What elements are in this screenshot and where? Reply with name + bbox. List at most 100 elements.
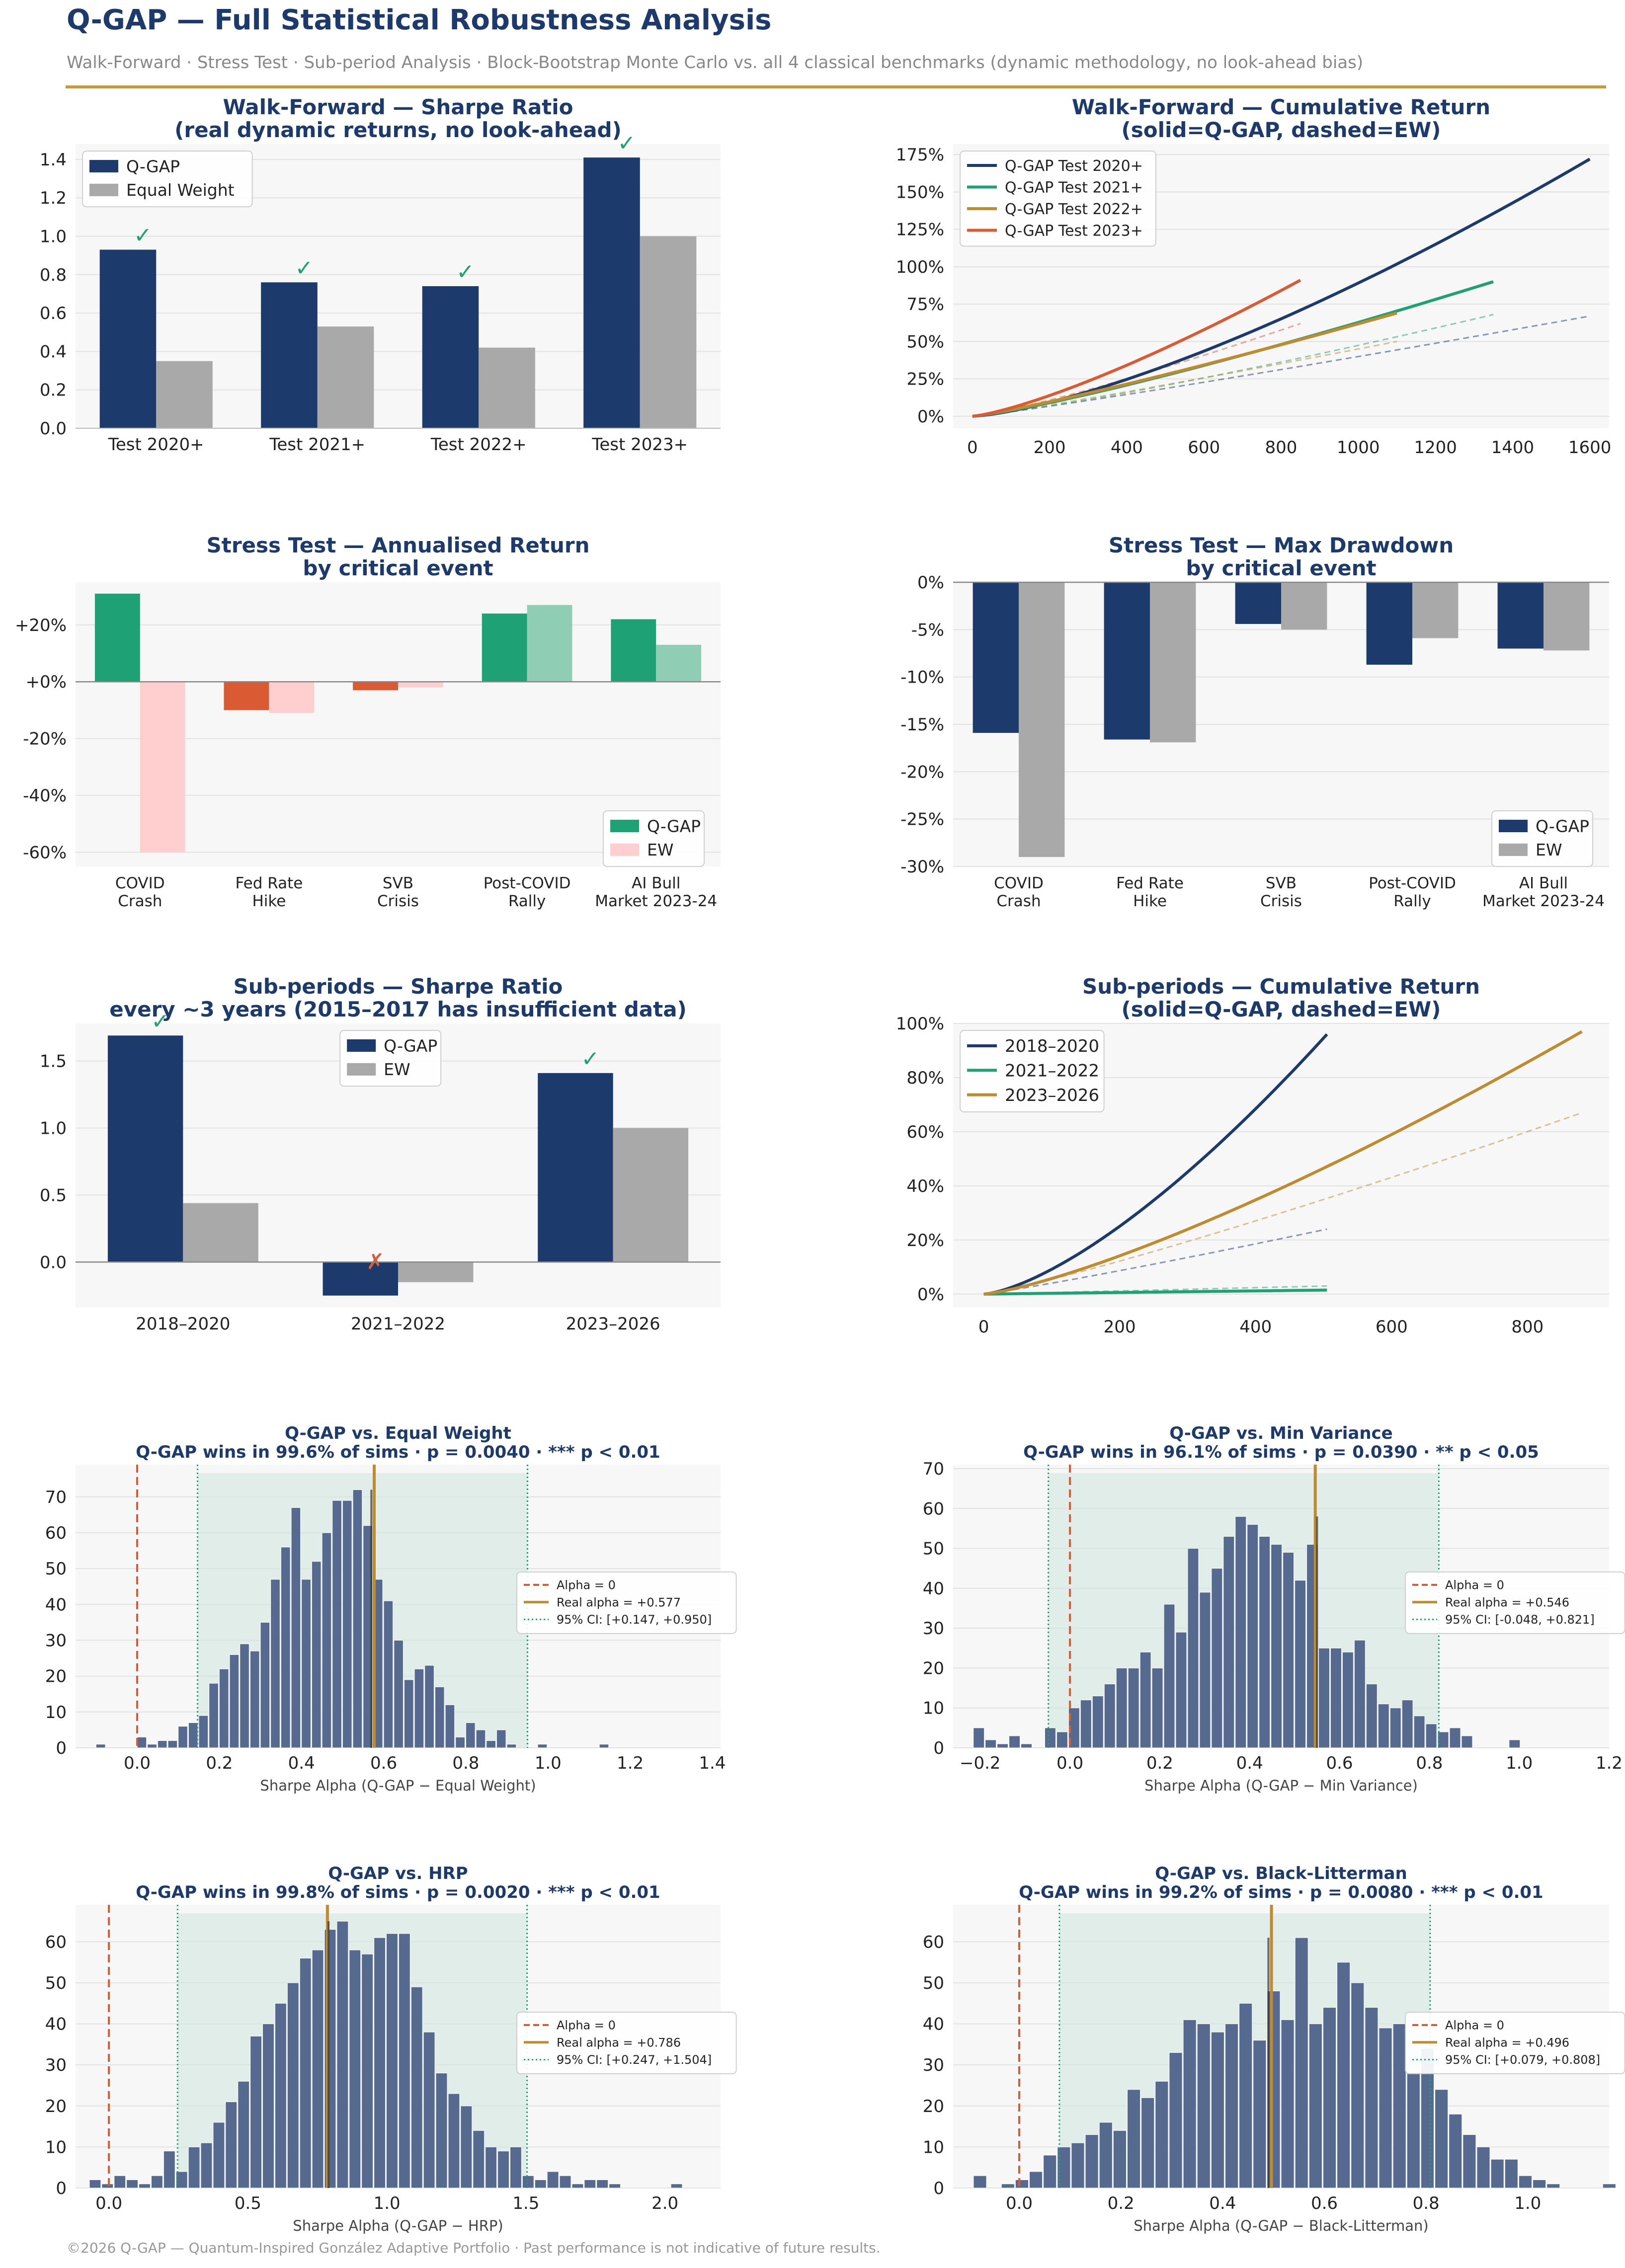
x-tick-label: 0 <box>967 438 978 458</box>
histogram-bar <box>599 1744 609 1748</box>
legend-label: 95% CI: [+0.247, +1.504] <box>557 2053 712 2067</box>
y-tick-label: 0.8 <box>40 265 67 285</box>
histogram-bar <box>139 2184 151 2189</box>
legend: Alpha = 0 Real alpha = +0.546 95% CI: [-0.… <box>1405 1571 1625 1634</box>
y-tick-label: 40% <box>906 1176 944 1196</box>
y-tick-label: -5% <box>911 620 944 640</box>
histogram-bar <box>534 2179 547 2189</box>
histogram-bar <box>1330 1647 1342 1748</box>
bar-qgap <box>353 682 398 691</box>
bar-qgap <box>224 682 269 710</box>
x-tick-label: 0.8 <box>452 1753 479 1773</box>
histogram-bar <box>434 1686 445 1748</box>
histogram-bar <box>1337 1962 1351 2189</box>
x-tick-label: 2021–2022 <box>351 1314 445 1334</box>
histogram-bar <box>410 1986 423 2189</box>
x-tick-label: 800 <box>1265 438 1298 458</box>
histogram-bar <box>342 1500 352 1748</box>
x-axis-label: Sharpe Alpha (Q-GAP − Min Variance) <box>1144 1777 1418 1794</box>
histogram-bar <box>1308 2024 1322 2189</box>
histogram-bar <box>1139 1651 1151 1748</box>
histogram-bar <box>157 1740 167 1748</box>
histogram-bar <box>1235 1516 1247 1748</box>
footer-disclaimer: ©2026 Q-GAP — Quantum-Inspired González … <box>67 2240 881 2256</box>
histogram-bar <box>423 2032 435 2189</box>
legend: Q-GAP EW <box>339 1030 442 1087</box>
histogram-bar <box>1281 2019 1295 2189</box>
histogram-bar <box>1435 2089 1449 2189</box>
histogram-bar <box>1211 1568 1223 1748</box>
legend-label: Q-GAP Test 2022+ <box>1005 201 1143 218</box>
y-tick-label: +0% <box>26 672 67 692</box>
x-tick-label: 0 <box>978 1317 989 1337</box>
y-tick-label: 0.0 <box>40 1252 67 1272</box>
y-tick-label: 0.2 <box>40 381 67 400</box>
x-tick-label: Market 2023-24 <box>595 892 717 910</box>
histogram-bar <box>238 2081 250 2189</box>
histogram-bar <box>404 1679 414 1748</box>
x-tick-label: 0.4 <box>288 1753 315 1773</box>
histogram-bar <box>460 2106 473 2189</box>
legend-label: Q-GAP Test 2021+ <box>1005 179 1143 196</box>
histogram-bar <box>1080 1700 1092 1748</box>
bar-qgap <box>422 286 479 428</box>
histogram-bar <box>137 1736 147 1748</box>
histogram-bar <box>1546 2184 1560 2189</box>
histogram-bar <box>209 1683 219 1748</box>
histogram-bar <box>985 1739 997 1748</box>
histogram-bar <box>219 1668 229 1748</box>
histogram-bar <box>200 2142 213 2189</box>
histogram-bar <box>473 2130 485 2189</box>
histogram-bar <box>1092 1696 1104 1748</box>
histogram-bar <box>363 1525 373 1748</box>
legend: Alpha = 0 Real alpha = +0.786 95% CI: [+0.… <box>516 2012 737 2074</box>
bar-ew <box>1019 582 1065 857</box>
x-tick-label: 0.2 <box>206 1753 233 1773</box>
bar-ew <box>156 361 213 428</box>
histogram-bar <box>1322 2007 1337 2189</box>
chart-subtitle: (solid=Q-GAP, dashed=EW) <box>1122 118 1441 142</box>
legend-label: EW <box>647 840 673 860</box>
y-tick-label: 1.0 <box>40 227 67 247</box>
y-tick-label: 50 <box>45 1559 67 1579</box>
chart-subtitle: Q-GAP wins in 99.2% of sims · p = 0.0080… <box>1019 1882 1543 1902</box>
y-tick-label: 0 <box>56 2179 67 2198</box>
y-tick-label: 70 <box>923 1459 944 1479</box>
histogram-bar <box>448 2093 460 2189</box>
histogram-bar <box>1518 2175 1533 2189</box>
histogram-bar <box>299 1957 312 2189</box>
series-line-qgap <box>972 312 1397 418</box>
x-tick-label: 0.0 <box>1006 2193 1033 2213</box>
legend-label: Alpha = 0 <box>557 1578 616 1592</box>
bar-qgap <box>107 1035 183 1262</box>
histogram-bar <box>374 1937 386 2189</box>
series-line-ew <box>983 1228 1327 1295</box>
y-tick-label: 20 <box>45 1667 67 1687</box>
y-tick-label: 20 <box>923 2097 944 2116</box>
y-tick-label: 0.4 <box>40 342 67 362</box>
histogram-bar <box>1533 2179 1546 2189</box>
histogram-bar <box>1259 1536 1271 1748</box>
histogram-bar <box>274 2003 287 2189</box>
histogram-bar <box>1354 1640 1366 1748</box>
histogram-bar <box>584 2179 596 2189</box>
histogram-bar <box>670 2184 683 2189</box>
y-tick-label: 60 <box>45 1932 67 1952</box>
bar-ew <box>183 1203 258 1262</box>
x-tick-label: 600 <box>1188 438 1220 458</box>
histogram-bar <box>609 2184 621 2189</box>
legend-swatch <box>1499 843 1528 856</box>
y-tick-label: 20 <box>923 1658 944 1678</box>
x-tick-label: 200 <box>1104 1317 1136 1337</box>
legend-label: 95% CI: [+0.079, +0.808] <box>1445 2053 1600 2067</box>
legend-label: Equal Weight <box>126 180 235 200</box>
y-tick-label: 10 <box>923 2137 944 2157</box>
bar-qgap <box>1104 582 1150 740</box>
histogram-bar <box>1351 1982 1365 2189</box>
histogram-bar <box>332 1500 342 1748</box>
legend-label: Q-GAP Test 2020+ <box>1005 157 1143 175</box>
histogram-bar <box>1462 2134 1476 2189</box>
x-tick-label: 0.8 <box>1413 2193 1440 2213</box>
chart-title: Q-GAP vs. Equal Weight <box>285 1423 511 1443</box>
histogram-bar <box>1127 2089 1141 2189</box>
